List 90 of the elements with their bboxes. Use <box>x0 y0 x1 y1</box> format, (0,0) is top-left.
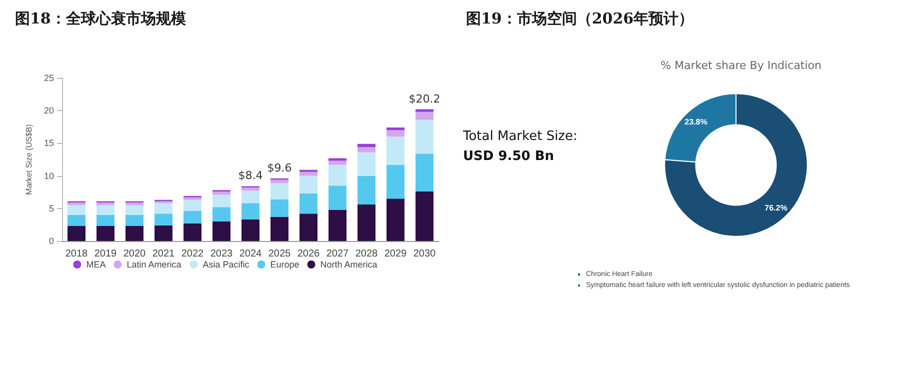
bar <box>96 205 114 215</box>
x-tick-label: 2027 <box>326 248 350 260</box>
bar <box>242 188 260 191</box>
bar <box>358 204 376 241</box>
bar <box>184 223 202 241</box>
x-tick-label: 2019 <box>94 248 118 260</box>
bar <box>68 205 86 215</box>
bar <box>358 147 376 152</box>
chart-title: 图19：市场空间（2026年预计） <box>466 10 694 28</box>
x-tick-label: 2025 <box>268 248 292 260</box>
x-tick-label: 2022 <box>181 248 204 260</box>
text: Total Market Size: <box>462 129 578 144</box>
bar <box>300 193 318 214</box>
bar <box>300 172 318 176</box>
bar <box>270 199 288 217</box>
bar <box>386 198 404 241</box>
bar <box>184 200 202 212</box>
bar <box>270 180 288 183</box>
y-tick-label: 25 <box>44 73 54 83</box>
bar <box>416 154 434 192</box>
bar <box>154 203 172 214</box>
bar <box>328 160 346 165</box>
total-label: $8.4 <box>238 169 263 182</box>
bar <box>126 205 144 215</box>
x-tick-label: 2023 <box>210 248 234 260</box>
bar <box>96 226 114 241</box>
bar <box>300 176 318 194</box>
bar <box>212 194 230 208</box>
bar <box>328 158 346 161</box>
chart-title: 图18：全球心衰市场规模 <box>15 10 187 28</box>
bar <box>212 221 230 241</box>
bar <box>242 190 260 204</box>
x-tick-label: 2018 <box>65 248 88 260</box>
bar <box>386 130 404 137</box>
bar <box>358 144 376 148</box>
legend-label: Asia Pacific <box>202 260 250 270</box>
bar <box>96 202 114 206</box>
legend-label: Latin America <box>126 260 182 270</box>
bar <box>328 186 346 210</box>
bar <box>126 226 144 241</box>
x-tick-label: 2030 <box>413 248 436 260</box>
x-tick-label: 2020 <box>123 248 146 260</box>
y-tick-label: 5 <box>48 203 54 214</box>
bar <box>212 207 230 222</box>
bar <box>386 128 404 130</box>
bar <box>270 182 288 200</box>
bar <box>386 136 404 165</box>
x-tick-label: 2026 <box>297 248 320 260</box>
y-axis-title: Market Size (US$B) <box>24 124 34 195</box>
bar <box>416 112 434 120</box>
bar <box>184 211 202 224</box>
bar <box>358 176 376 204</box>
data-label: 23.8% <box>684 117 708 126</box>
bar <box>328 164 346 186</box>
bar <box>212 191 230 195</box>
bar <box>358 152 376 176</box>
bar <box>242 219 260 241</box>
y-tick-label: 15 <box>44 138 54 148</box>
x-tick-label: 2029 <box>384 248 408 260</box>
bar <box>300 214 318 241</box>
x-tick-label: 2028 <box>355 248 378 260</box>
bar <box>416 191 434 241</box>
bar <box>328 210 346 241</box>
legend-label: North America <box>320 260 378 270</box>
x-tick-label: 2024 <box>239 248 262 260</box>
total-label: $20.2 <box>408 92 440 106</box>
bar <box>96 214 114 226</box>
bar <box>242 203 260 220</box>
bar <box>126 202 144 206</box>
legend-label: Europe <box>270 260 300 270</box>
chart-subtitle: % Market share By Indication <box>660 59 822 72</box>
y-tick-label: 10 <box>44 170 54 181</box>
data-label: 76.2% <box>764 204 788 213</box>
y-tick-label: 20 <box>44 106 54 116</box>
bar <box>126 214 144 226</box>
bar <box>68 214 86 226</box>
bar <box>416 120 434 154</box>
bar <box>68 202 86 206</box>
y-tick-label: 0 <box>48 236 54 246</box>
bar <box>184 197 202 200</box>
legend-label: MEA <box>86 260 106 270</box>
text: USD 9.50 Bn <box>463 149 554 164</box>
bar <box>68 226 86 241</box>
bar <box>386 164 404 199</box>
total-label: $9.6 <box>267 161 292 174</box>
bar <box>270 216 288 241</box>
bar <box>154 225 172 241</box>
x-tick-label: 2021 <box>152 248 176 260</box>
bar <box>154 214 172 226</box>
bar <box>416 109 434 112</box>
